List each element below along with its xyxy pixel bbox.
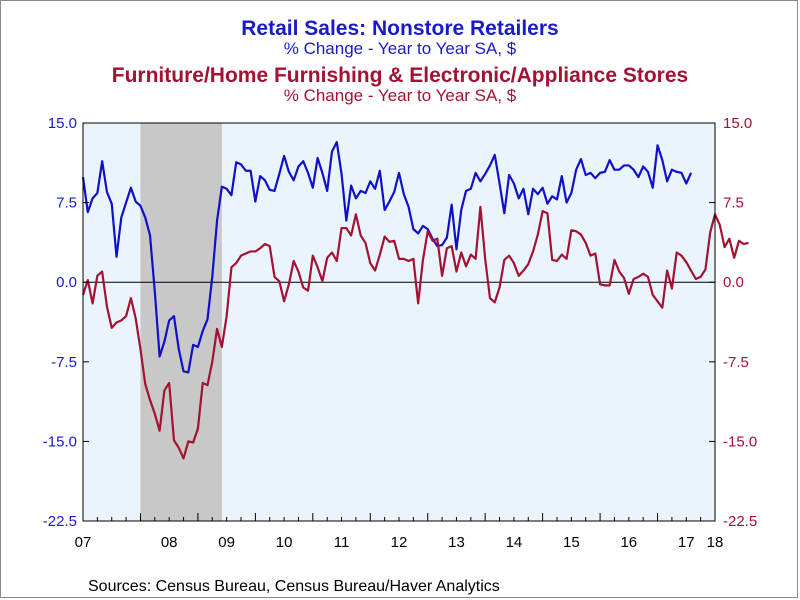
chart-subtitle-furniture: % Change - Year to Year SA, $ — [283, 86, 517, 105]
right-y-tick-label: 7.5 — [723, 195, 744, 212]
x-tick-label: 13 — [448, 534, 465, 551]
series-line-furniture — [81, 205, 749, 460]
right-y-tick-label: -22.5 — [723, 513, 757, 530]
x-tick-label: 17 — [678, 534, 695, 551]
left-y-tick-label: 7.5 — [56, 195, 77, 212]
right-y-tick-label: -7.5 — [723, 354, 749, 371]
left-y-tick-label: -22.5 — [43, 513, 77, 530]
left-y-tick-label: 0.0 — [56, 274, 77, 291]
x-tick-label: 14 — [506, 534, 523, 551]
series-line-nonstore — [81, 141, 693, 374]
right-y-tick-label: 0.0 — [723, 274, 744, 291]
right-y-tick-label: -15.0 — [723, 433, 757, 450]
recession-shade — [140, 123, 222, 521]
chart-title-furniture: Furniture/Home Furnishing & Electronic/A… — [111, 64, 689, 87]
x-tick-label: 15 — [563, 534, 580, 551]
x-tick-label: 16 — [620, 534, 637, 551]
left-y-tick-label: -15.0 — [43, 433, 77, 450]
x-tick-label: 12 — [391, 534, 408, 551]
x-tick-label: 08 — [161, 534, 178, 551]
left-y-tick-label: 15.0 — [48, 115, 77, 132]
x-tick-label: 18 — [707, 534, 724, 551]
left-y-tick-label: -7.5 — [51, 354, 77, 371]
x-tick-label: 11 — [334, 534, 350, 551]
chart-subtitle-nonstore: % Change - Year to Year SA, $ — [283, 39, 517, 58]
right-y-tick-label: 15.0 — [723, 115, 752, 132]
x-tick-label: 10 — [276, 534, 293, 551]
x-tick-label: 09 — [218, 534, 235, 551]
x-tick-label: 07 — [75, 534, 92, 551]
source-note: Sources: Census Bureau, Census Bureau/Ha… — [88, 578, 500, 595]
chart-title-nonstore: Retail Sales: Nonstore Retailers — [241, 17, 559, 40]
